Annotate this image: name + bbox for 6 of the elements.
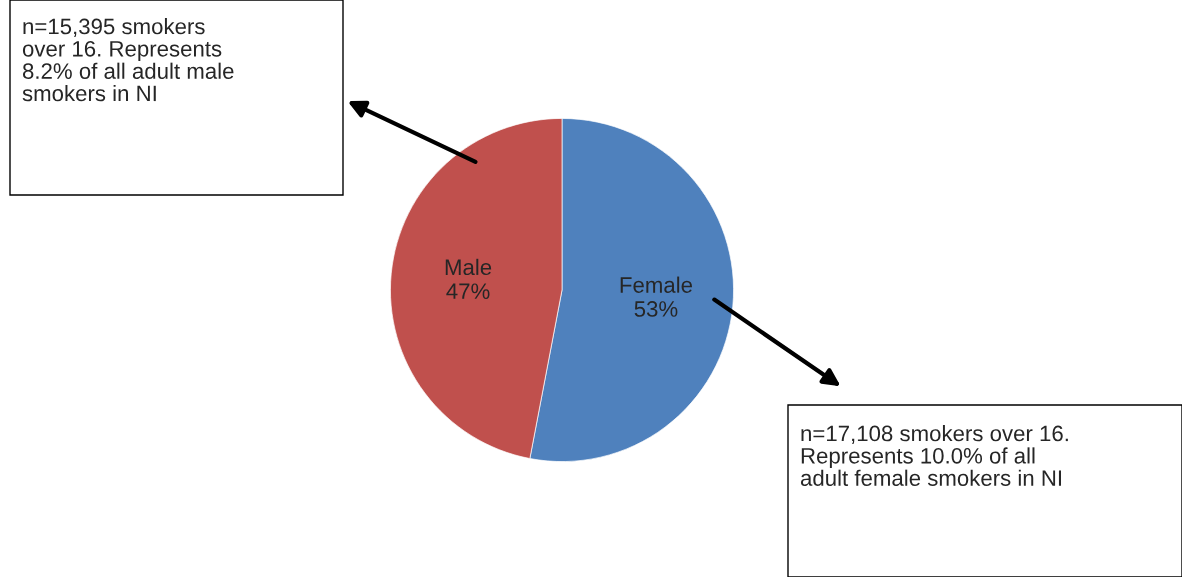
slice-label: Female [620, 276, 693, 293]
text: n=15,395 smokers over 16. Represents 8.2% of all adult male smokers in NI [22, 18, 234, 102]
data-label: 47% [446, 283, 490, 299]
text: n=17,108 smokers over 16. Represents 10.0% of all adult female smokers in NI [800, 425, 1068, 486]
slice-label: Male [445, 258, 492, 276]
data-label: 53% [634, 301, 678, 317]
